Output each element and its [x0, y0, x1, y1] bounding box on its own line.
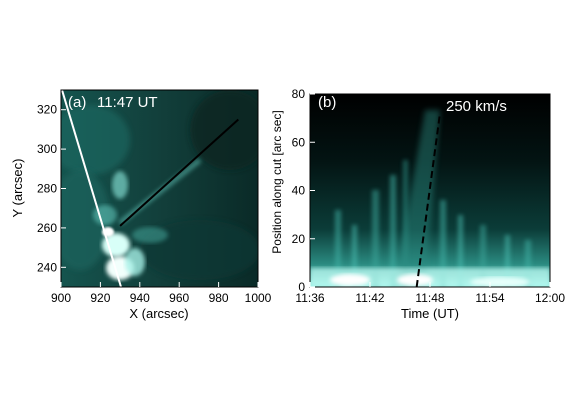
panel-a: (a) 11:47 UT 900 920 940 960 980 1000 2402602…	[10, 89, 272, 321]
panel-b-x-ticks: 11:36 11:42 11:48 11:54 12:00	[295, 282, 565, 305]
panel-a-x-tick-label: 1000	[245, 291, 272, 305]
panel-a-image	[61, 90, 258, 287]
cut-line	[119, 118, 239, 227]
speed-annotation: 250 km/s	[446, 98, 507, 115]
panel-b-x-tick-label: 11:48	[415, 291, 444, 305]
panel-a-y-tick-label: 240	[37, 260, 57, 274]
panel-a-x-tick-label: 960	[169, 291, 189, 305]
panel-b-image	[310, 94, 550, 287]
limb-line	[61, 90, 122, 287]
panel-a-x-ticks: 900 920 940 960 980 1000	[51, 282, 272, 305]
panel-b-y-tick-label: 60	[292, 135, 306, 149]
panel-b-y-ticks: 0 20 40 60 80	[292, 87, 315, 294]
panel-b-y-tick-label: 20	[292, 232, 306, 246]
panel-a-y-axis-label: Y (arcsec)	[10, 159, 25, 218]
panel-b-y-tick-label: 80	[292, 87, 306, 101]
panel-a-y-tick-label: 280	[37, 182, 57, 196]
panel-a-label: (a)	[68, 94, 86, 111]
panel-b-y-tick-label: 0	[298, 280, 305, 294]
speed-fit-line	[415, 113, 441, 287]
panel-a-y-tick-label: 320	[37, 103, 57, 117]
panel-a-x-axis-label: X (arcsec)	[129, 306, 188, 321]
panel-a-y-ticks: 240 260 280 300 320	[37, 103, 66, 274]
panel-a-time: 11:47 UT	[97, 94, 158, 111]
panel-b-x-axis-label: Time (UT)	[401, 306, 459, 321]
panel-a-y-tick-label: 300	[37, 142, 57, 156]
panel-b-x-tick-label: 11:36	[295, 291, 324, 305]
panel-b-y-tick-label: 40	[292, 184, 306, 198]
panel-a-y-tick-label: 260	[37, 221, 57, 235]
panel-a-x-tick-label: 980	[209, 291, 229, 305]
panel-b-x-tick-label: 11:54	[475, 291, 504, 305]
panel-a-x-tick-label: 940	[130, 291, 150, 305]
panel-b-y-axis-label: Position along cut [arc sec]	[270, 110, 284, 253]
panel-a-x-tick-label: 920	[90, 291, 110, 305]
panel-b-x-tick-label: 11:42	[355, 291, 384, 305]
panel-b-label: (b)	[318, 94, 336, 111]
panel-b: (b) 250 km/s 11:36 11:42 11:48 11:54 12:00 0…	[270, 87, 565, 321]
panel-b-x-tick-label: 12:00	[535, 291, 565, 305]
panel-a-x-tick-label: 900	[51, 291, 71, 305]
